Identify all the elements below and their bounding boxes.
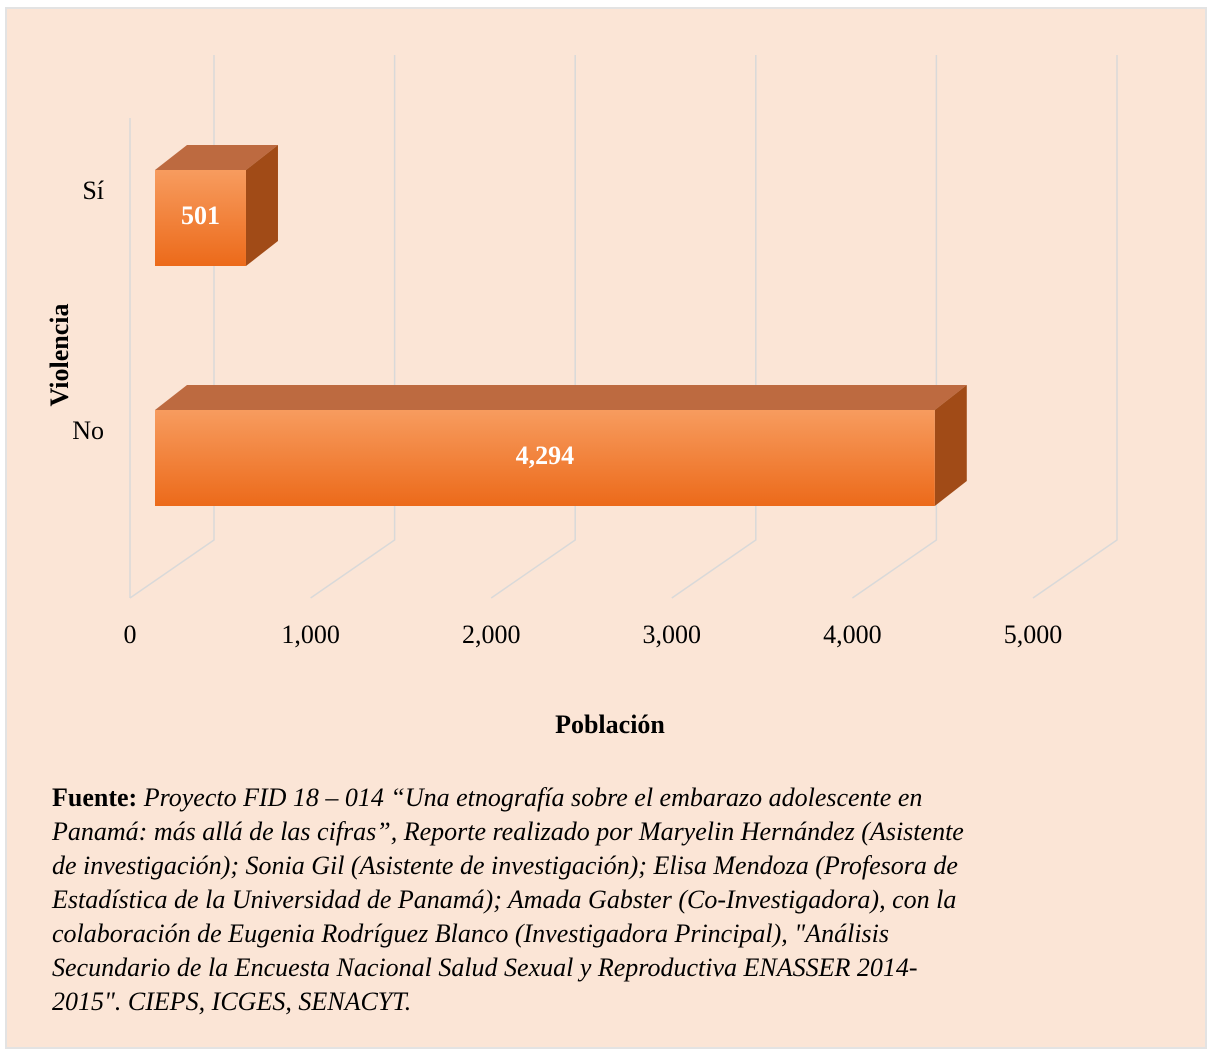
- value-label: 4,294: [516, 441, 575, 470]
- bar-front: [155, 170, 246, 266]
- bar-side: [245, 145, 278, 266]
- bar-side: [934, 385, 967, 506]
- x-tick-label: 4,000: [823, 620, 882, 649]
- grid-line: [671, 55, 757, 599]
- source-text: Estadística de la Universidad de Panamá)…: [51, 885, 956, 914]
- source-text: Proyecto FID 18 – 014 “Una etnografía so…: [143, 783, 923, 812]
- source-text: Panamá: más allá de las cifras”, Reporte…: [51, 817, 964, 846]
- y-axis-label: Violencia: [45, 303, 74, 406]
- y-tick-label: Sí: [82, 176, 104, 205]
- grid-line: [310, 55, 396, 599]
- source-text: Secundario de la Encuesta Nacional Salud…: [52, 953, 918, 982]
- x-tick-label: 2,000: [462, 620, 521, 649]
- grid-line: [851, 55, 938, 599]
- bar-front: [155, 410, 935, 506]
- source-text: colaboración de Eugenia Rodríguez Blanco…: [52, 919, 889, 948]
- source-line: Fuente: Proyecto FID 18 – 014 “Una etnog…: [52, 783, 922, 812]
- bar: [155, 145, 278, 266]
- plot: 0 1,000 2,000 3,000 4,000 5,000 501 Sí 4,294 No: [72, 55, 1118, 649]
- source-label: Fuente:: [52, 783, 137, 812]
- source-text: de investigación); Sonia Gil (Asistente …: [52, 851, 958, 880]
- bar-top: [155, 145, 278, 170]
- x-tick-label: 5,000: [1004, 620, 1063, 649]
- x-axis-label: Población: [555, 710, 665, 739]
- x-tick-label: 3,000: [643, 620, 702, 649]
- x-tick-label: 0: [124, 620, 137, 649]
- grid-line: [1032, 55, 1118, 599]
- bar: [155, 385, 967, 506]
- y-tick-label: No: [72, 416, 104, 445]
- grid-line: [490, 55, 576, 599]
- source-text: 2015". CIEPS, ICGES, SENACYT.: [52, 987, 411, 1016]
- bar-top: [155, 385, 967, 410]
- x-tick-label: 1,000: [281, 620, 340, 649]
- value-label: 501: [181, 201, 220, 230]
